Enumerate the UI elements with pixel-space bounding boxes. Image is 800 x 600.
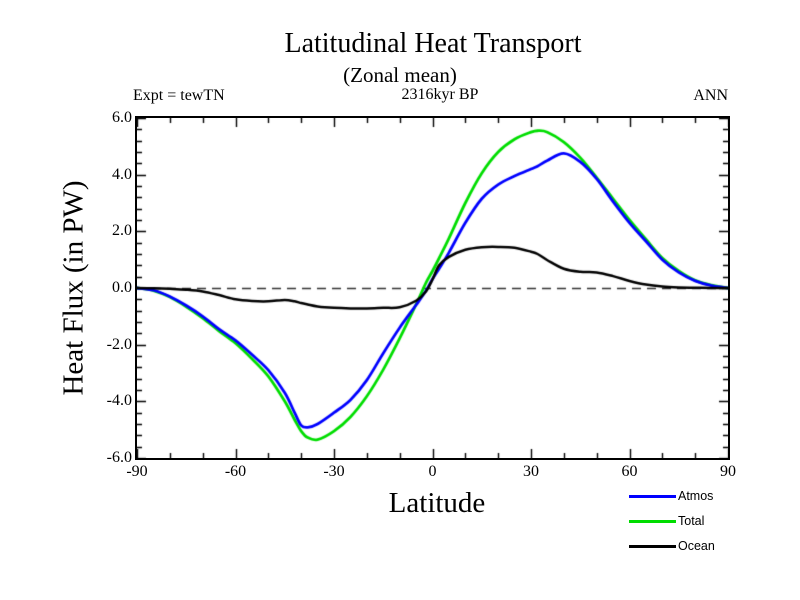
plot-canvas bbox=[137, 118, 728, 458]
x-tick-label: -90 bbox=[126, 463, 148, 480]
legend-label: Atmos bbox=[678, 489, 714, 503]
y-tick-label: 6.0 bbox=[112, 109, 132, 126]
x-tick-label: -60 bbox=[224, 463, 247, 480]
legend-line-total bbox=[629, 519, 676, 523]
legend-item: Total bbox=[629, 514, 715, 528]
legend-line-atmos bbox=[629, 494, 676, 498]
legend: Atmos Total Ocean bbox=[629, 489, 715, 564]
x-tick-label: 90 bbox=[720, 463, 736, 480]
legend-item: Ocean bbox=[629, 539, 715, 553]
x-tick-label: 0 bbox=[428, 463, 437, 480]
legend-label: Ocean bbox=[678, 539, 715, 553]
season-label: ANN bbox=[693, 87, 728, 104]
legend-label: Total bbox=[678, 514, 705, 528]
y-tick-label: 2.0 bbox=[112, 222, 132, 240]
plot-frame bbox=[135, 116, 730, 460]
legend-item: Atmos bbox=[629, 489, 715, 503]
x-tick-label: 60 bbox=[621, 463, 638, 480]
time-label: 2316kyr BP bbox=[401, 86, 479, 103]
y-tick-label: -4.0 bbox=[106, 392, 132, 410]
legend-line-ocean bbox=[629, 544, 676, 548]
y-tick-label: 4.0 bbox=[112, 165, 132, 183]
x-tick-label: 30 bbox=[523, 463, 539, 480]
chart-subtitle: (Zonal mean) bbox=[343, 63, 457, 87]
chart-title: Latitudinal Heat Transport bbox=[284, 28, 582, 59]
y-tick-label: 0.0 bbox=[112, 279, 132, 296]
y-tick-label: -2.0 bbox=[106, 335, 132, 353]
x-tick-label: -30 bbox=[323, 463, 345, 480]
x-axis-title: Latitude bbox=[388, 487, 486, 519]
experiment-label: Expt = tewTN bbox=[133, 87, 225, 104]
y-tick-label: -6.0 bbox=[106, 449, 132, 466]
